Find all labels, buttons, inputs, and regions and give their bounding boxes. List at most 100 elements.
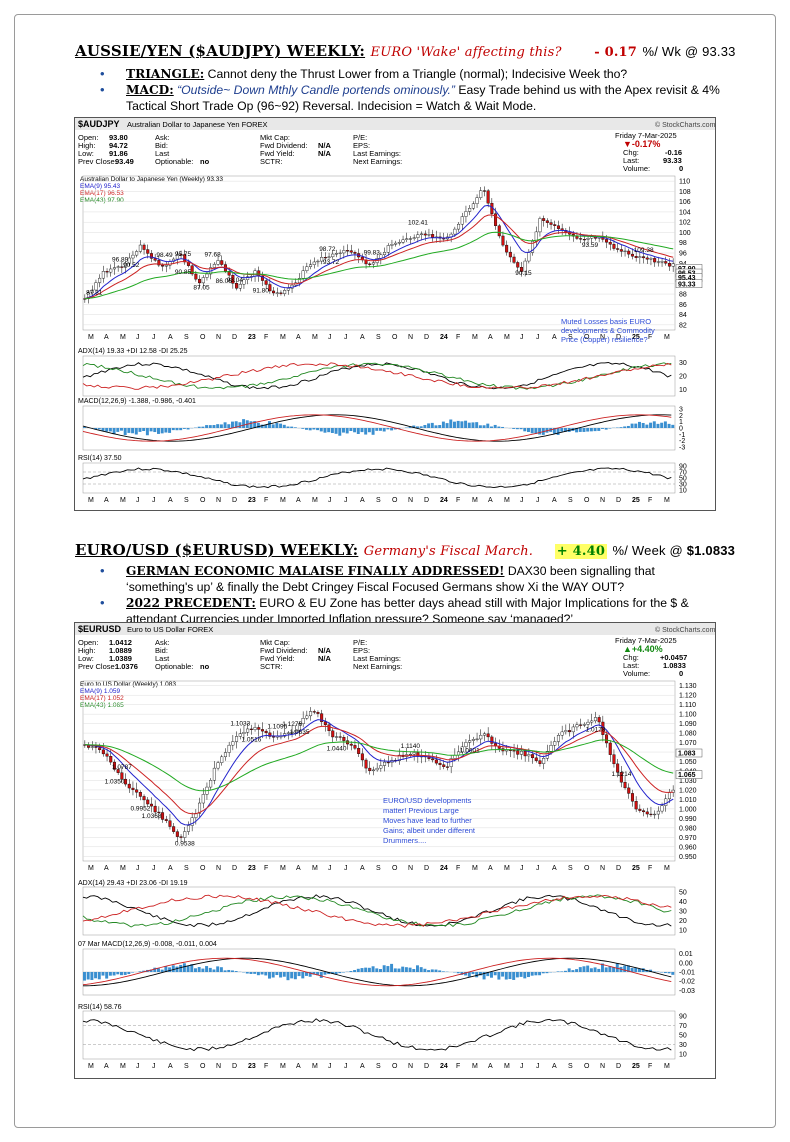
candle-body [464, 211, 468, 217]
x-tick: O [392, 334, 398, 341]
x-tick: D [616, 1063, 621, 1070]
histogram-bar [467, 972, 471, 977]
section2-tag: Germany's Fiscal March. [363, 544, 534, 559]
candle-body [260, 275, 264, 281]
histogram-bar [441, 421, 445, 428]
svg-text:Last Earnings:: Last Earnings: [353, 654, 401, 663]
panel-tick: 20 [679, 918, 687, 925]
histogram-bar [94, 972, 98, 979]
open-value: 93.80 [109, 133, 128, 142]
panel-tick: 30 [679, 482, 687, 489]
x-tick: F [456, 497, 460, 504]
x-tick: F [456, 865, 460, 872]
candle-body [427, 234, 431, 236]
price-label: 87.05 [193, 284, 210, 291]
candle-body [612, 754, 616, 765]
histogram-bar [408, 426, 412, 428]
candle-body [98, 747, 102, 751]
histogram-bar [282, 972, 286, 977]
histogram-bar [190, 964, 194, 972]
histogram-bar [567, 968, 571, 972]
histogram-bar [316, 972, 320, 976]
note-line: Gains; albeit under different [383, 826, 476, 835]
candle-body [627, 250, 631, 255]
histogram-bar [323, 972, 327, 975]
candle-body [664, 798, 668, 806]
x-tick: M [88, 1063, 94, 1070]
histogram-bar [260, 424, 264, 428]
histogram-bar [330, 428, 334, 434]
histogram-bar [356, 968, 360, 972]
x-tick: J [344, 334, 348, 341]
histogram-bar [408, 967, 412, 972]
histogram-bar [86, 972, 90, 980]
section1-bullet-macd: MACD: “Outside~ Down Mthly Candle porten… [100, 82, 720, 114]
histogram-bar [623, 965, 627, 972]
panel-tick: -0.02 [679, 979, 695, 986]
histogram-bar [131, 972, 135, 973]
histogram-bar [501, 426, 505, 428]
candle-body [198, 278, 202, 284]
rsi-label: RSI(14) 37.50 [78, 455, 122, 462]
chg-pct: ▲+4.40% [623, 644, 663, 654]
histogram-bar [416, 426, 419, 428]
section1-tag: EURO 'Wake' affecting this? [370, 45, 562, 60]
candle-body [231, 275, 235, 284]
histogram-bar [356, 428, 360, 434]
candle-body [349, 743, 353, 746]
histogram-bar [493, 424, 497, 428]
ema-legend: Euro to US Dollar (Weekly) 1.083 EMA(9) … [80, 681, 176, 709]
candle-body [149, 803, 153, 807]
panel-tick: 3 [679, 407, 683, 414]
candle-body [312, 711, 316, 713]
candle-body [268, 284, 272, 292]
candle-body [334, 736, 338, 738]
histogram-bar [142, 428, 146, 432]
y-tick: 0.980 [679, 825, 697, 832]
chg-pct: ▼-0.17% [623, 139, 660, 149]
candle-body [290, 731, 294, 734]
svg-text:Next Earnings:: Next Earnings: [353, 662, 402, 671]
x-tick: F [456, 334, 460, 341]
svg-text:SCTR:: SCTR: [260, 157, 283, 166]
histogram-bar [120, 428, 123, 431]
histogram-bar [671, 972, 675, 975]
candle-body [112, 267, 116, 270]
x-tick: D [232, 497, 237, 504]
histogram-bar [264, 424, 268, 428]
y-tick: 100 [679, 230, 691, 237]
panel-tick: 70 [679, 470, 687, 477]
candle-body [642, 810, 646, 813]
histogram-bar [508, 972, 512, 980]
price-label: 1.1276 [282, 721, 302, 728]
candle-body [553, 224, 557, 226]
x-tick: J [344, 497, 348, 504]
candle-body [586, 238, 590, 240]
histogram-bar [434, 969, 438, 972]
svg-text:Volume:: Volume: [623, 669, 650, 678]
histogram-bar [353, 970, 357, 972]
svg-text:N/A: N/A [318, 141, 332, 150]
x-tick: A [168, 1063, 173, 1070]
histogram-bar [497, 426, 501, 428]
bullet-text: Cannot deny the Thrust Lower from a Tria… [204, 67, 628, 81]
svg-text:Last:: Last: [623, 661, 639, 670]
histogram-bar [663, 421, 667, 428]
indicator-line [82, 894, 672, 928]
candle-body [519, 750, 523, 755]
candle-body [412, 237, 416, 239]
x-tick: O [200, 865, 206, 872]
histogram-bar [367, 967, 371, 972]
candle-body [205, 273, 209, 278]
candle-body [590, 236, 594, 239]
x-tick: S [568, 497, 573, 504]
candle-body [346, 250, 350, 252]
histogram-bar [416, 965, 419, 972]
candle-body [412, 752, 416, 755]
histogram-bar [108, 428, 112, 432]
histogram-bar [475, 972, 479, 978]
candle-body [168, 820, 172, 827]
histogram-bar [530, 428, 534, 434]
y-tick: 1.050 [679, 759, 697, 766]
candle-body [667, 263, 671, 267]
